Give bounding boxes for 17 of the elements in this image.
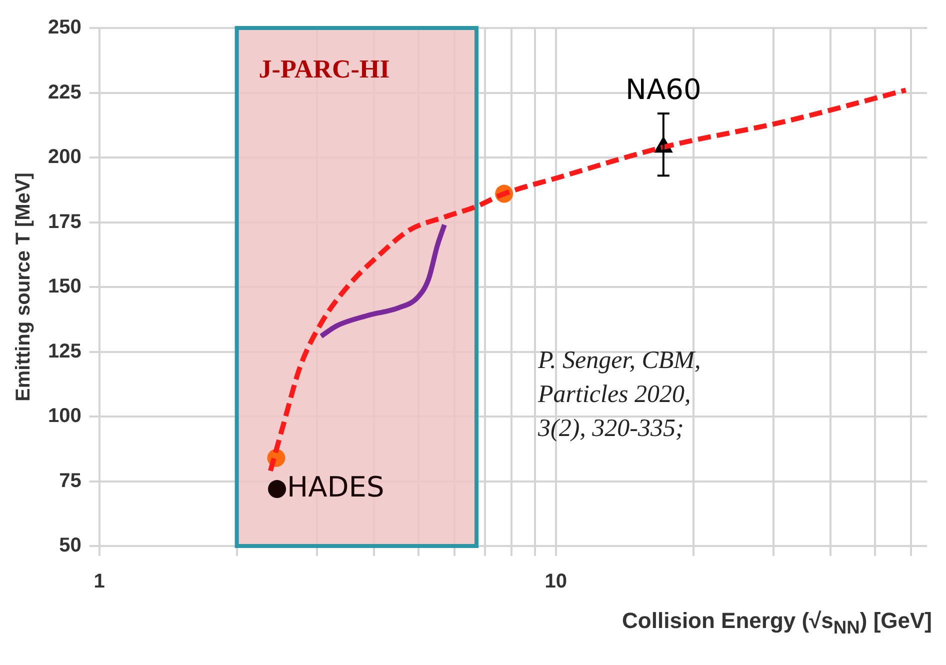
y-tick-label: 200 (48, 146, 82, 168)
y-tick-label: 225 (48, 81, 82, 104)
x-tick-label: 10 (544, 570, 568, 593)
y-tick-label: 50 (59, 534, 82, 557)
y-tick-label: 150 (48, 276, 82, 298)
y-axis-title: Emitting source T [MeV] (12, 172, 35, 402)
y-tick-label: 75 (59, 470, 82, 492)
y-tick-label: 125 (48, 340, 82, 362)
annotation: P. Senger, CBM, Particles 2020, 3(2), 320-335; (537, 347, 701, 442)
band-label: J-PARC-HI (258, 54, 390, 84)
y-tick-label: 175 (48, 210, 82, 233)
series-label: NA60 (626, 72, 702, 106)
x-tick-label: 1 (94, 570, 105, 593)
y-tick-label: 100 (48, 405, 82, 428)
series-label: HADES (287, 470, 384, 504)
y-tick-label: 250 (48, 16, 82, 39)
x-axis-title: Collision Energy (√s$_{NN}$) [GeV] (621, 608, 933, 638)
